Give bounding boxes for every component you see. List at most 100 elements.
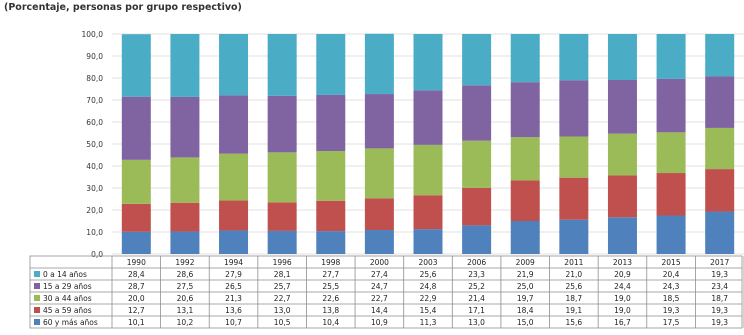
- table-value-label: 24,7: [371, 282, 388, 291]
- table-value-label: 15,6: [565, 318, 582, 327]
- table-value-label: 17,1: [468, 306, 485, 315]
- bar-segment: [316, 231, 346, 254]
- table-value-label: 19,3: [663, 306, 680, 315]
- y-tick-label: 60,0: [86, 118, 103, 127]
- table-value-label: 20,4: [663, 270, 680, 279]
- table-value-label: 21,0: [565, 270, 582, 279]
- table-value-label: 24,3: [663, 282, 680, 291]
- table-value-label: 22,7: [371, 294, 388, 303]
- y-tick-label: 10,0: [86, 228, 103, 237]
- y-tick-label: 0,0: [91, 250, 103, 259]
- bar-segment: [413, 195, 443, 230]
- table-value-label: 22,6: [322, 294, 339, 303]
- bar-segment: [413, 144, 443, 196]
- legend-label: 60 y más años: [43, 318, 98, 327]
- bar-segment: [219, 200, 249, 231]
- legend-swatch: [34, 307, 40, 313]
- bar-segment: [656, 173, 686, 216]
- bar-segment: [559, 177, 589, 220]
- bar-segment: [267, 34, 297, 96]
- table-value-label: 13,8: [322, 306, 339, 315]
- bar-segment: [121, 203, 151, 232]
- x-category-label: 2003: [418, 258, 437, 267]
- table-value-label: 22,9: [420, 294, 437, 303]
- bar-segment: [559, 219, 589, 254]
- table-value-label: 28,1: [274, 270, 291, 279]
- table-value-label: 19,3: [711, 270, 728, 279]
- bar-segment: [267, 152, 297, 203]
- y-tick-label: 90,0: [86, 52, 103, 61]
- bar-segment: [219, 153, 249, 201]
- table-value-label: 15,4: [420, 306, 437, 315]
- table-value-label: 10,5: [274, 318, 291, 327]
- bar-segment: [413, 90, 443, 145]
- bar-segment: [510, 82, 540, 138]
- table-value-label: 20,9: [614, 270, 631, 279]
- legend-label: 30 a 44 años: [43, 294, 92, 303]
- table-value-label: 27,7: [322, 270, 339, 279]
- legend-swatch: [34, 283, 40, 289]
- bar-segment: [316, 94, 346, 152]
- table-value-label: 16,7: [614, 318, 631, 327]
- table-value-label: 21,9: [517, 270, 534, 279]
- bar-segment: [170, 157, 200, 203]
- bar-segment: [559, 34, 589, 81]
- table-value-label: 27,4: [371, 270, 388, 279]
- table-value-label: 24,8: [420, 282, 437, 291]
- table-value-label: 18,5: [663, 294, 680, 303]
- bar-segment: [267, 230, 297, 254]
- table-value-label: 10,1: [128, 318, 145, 327]
- bar-segment: [316, 34, 346, 95]
- bar-segment: [607, 79, 637, 134]
- table-value-label: 28,7: [128, 282, 145, 291]
- table-value-label: 19,0: [614, 294, 631, 303]
- bar-segment: [219, 230, 249, 254]
- table-value-label: 28,6: [177, 270, 194, 279]
- bar-segment: [364, 198, 394, 231]
- table-value-label: 13,6: [225, 306, 242, 315]
- bar-segment: [170, 202, 200, 232]
- y-tick-label: 50,0: [86, 140, 103, 149]
- bar-segment: [705, 76, 735, 128]
- table-value-label: 13,0: [468, 318, 485, 327]
- table-value-label: 23,4: [711, 282, 728, 291]
- table-value-label: 26,5: [225, 282, 242, 291]
- legend-label: 0 a 14 años: [43, 270, 87, 279]
- bar-segment: [607, 34, 637, 80]
- bar-segment: [267, 202, 297, 231]
- legend-swatch: [34, 271, 40, 277]
- bar-segment: [364, 33, 394, 95]
- legend-swatch: [34, 319, 40, 325]
- bar-segment: [656, 215, 686, 254]
- bar-segment: [219, 34, 249, 96]
- bar-segment: [607, 175, 637, 218]
- table-value-label: 10,7: [225, 318, 242, 327]
- table-value-label: 25,5: [322, 282, 339, 291]
- table-value-label: 19,0: [614, 306, 631, 315]
- x-category-label: 1998: [321, 258, 340, 267]
- table-value-label: 14,4: [371, 306, 388, 315]
- y-tick-label: 100,0: [82, 30, 104, 39]
- table-value-label: 11,3: [420, 318, 437, 327]
- bar-segment: [219, 95, 249, 154]
- bar-segment: [462, 187, 492, 226]
- table-value-label: 18,7: [565, 294, 582, 303]
- bar-segment: [121, 159, 151, 204]
- bar-segment: [267, 95, 297, 153]
- y-tick-label: 40,0: [86, 162, 103, 171]
- table-value-label: 27,9: [225, 270, 242, 279]
- table-value-label: 23,3: [468, 270, 485, 279]
- table-value-label: 21,3: [225, 294, 242, 303]
- bar-segment: [170, 34, 200, 97]
- x-category-label: 1996: [273, 258, 292, 267]
- bar-segment: [413, 34, 443, 91]
- bar-segment: [705, 211, 735, 254]
- table-value-label: 27,5: [177, 282, 194, 291]
- y-tick-label: 30,0: [86, 184, 103, 193]
- x-category-label: 2009: [516, 258, 535, 267]
- bar-segment: [559, 136, 589, 178]
- table-value-label: 22,7: [274, 294, 291, 303]
- table-value-label: 13,0: [274, 306, 291, 315]
- table-value-label: 18,7: [711, 294, 728, 303]
